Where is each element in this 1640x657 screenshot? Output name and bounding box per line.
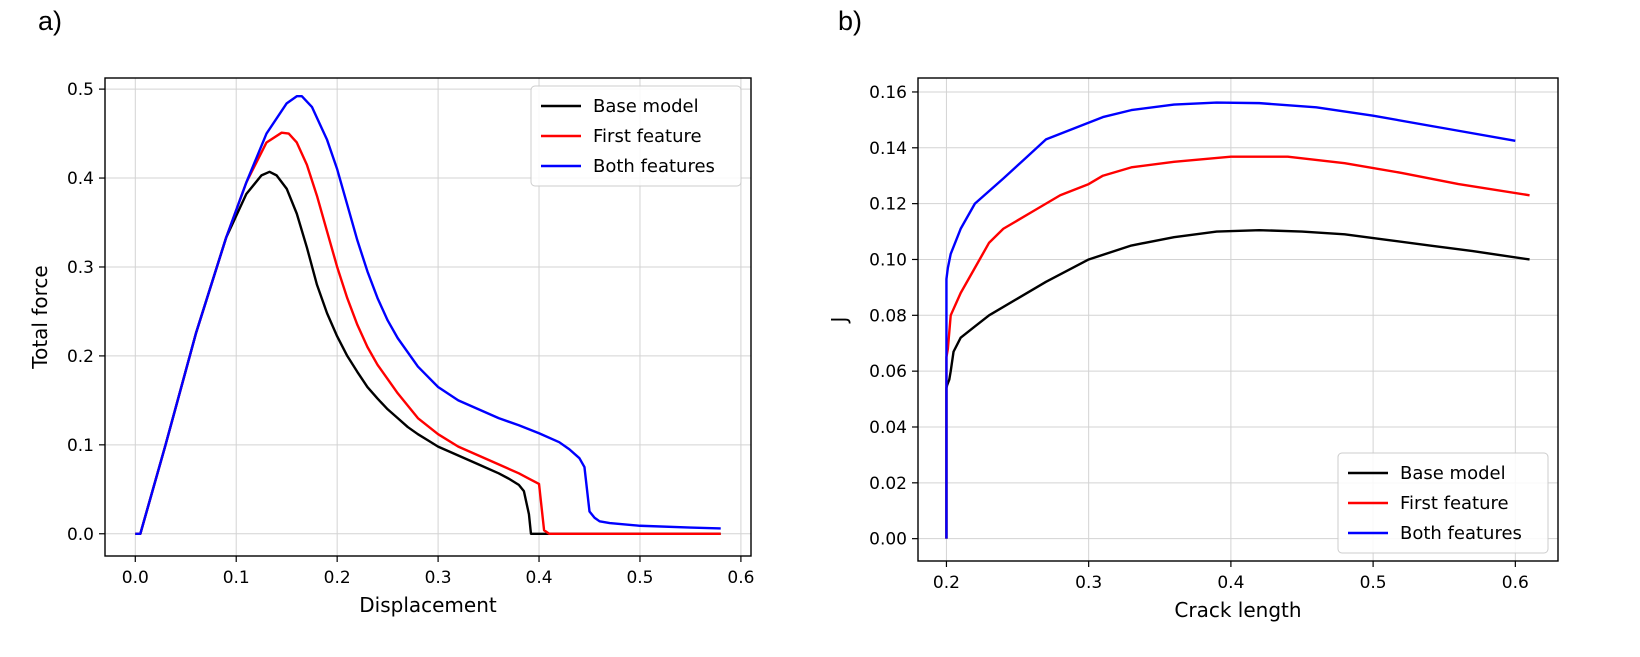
plot-a-ytick-label-3: 0.3 — [67, 258, 94, 278]
plot-a-ytick-label-2: 0.2 — [67, 347, 94, 367]
plot-a-legend-box — [530, 85, 742, 187]
plot-b-frame — [917, 77, 1559, 562]
plot-b-series-0 — [945, 228, 1530, 539]
plot-b-ylabel: J — [827, 317, 851, 325]
plot-a-xtick-label-4: 0.4 — [526, 568, 553, 588]
plot-a: 0.0 0.1 0.2 0.3 0.4 0.5 0.6 0.0 0.1 0.2 0.3 0.4 0.5 D… — [28, 77, 754, 617]
plot-a-xtick-label-2: 0.2 — [324, 568, 351, 588]
plot-a-legend-label-0: Base model — [593, 96, 699, 117]
plot-b: 0.2 0.3 0.4 0.5 0.6 0.00 0.02 0.04 0.06 0.08 0.10 0… — [827, 77, 1559, 622]
plot-b-xtick-label-4: 0.6 — [1502, 573, 1529, 593]
plot-a-series-1 — [135, 131, 721, 535]
plot-b-legend-box — [1337, 452, 1549, 554]
plot-a-ytick-label-5: 0.5 — [67, 80, 94, 100]
plot-b-ytick-label-2: 0.04 — [869, 418, 907, 438]
plot-b-ytick-label-7: 0.14 — [869, 139, 907, 159]
plot-a-xlabel: Displacement — [359, 593, 497, 617]
plot-b-ytick-label-1: 0.02 — [869, 474, 907, 494]
plot-a-series-0 — [135, 170, 721, 535]
plot-b-xtick-label-2: 0.4 — [1217, 573, 1244, 593]
plot-a-xtick-label-1: 0.1 — [223, 568, 250, 588]
plot-a-legend-label-1: First feature — [593, 126, 702, 147]
plot-b-series-2 — [945, 101, 1516, 539]
plot-b-legend-label-0: Base model — [1400, 463, 1506, 484]
plot-b-ytick-label-5: 0.10 — [869, 250, 907, 270]
plot-a-series-2 — [135, 95, 721, 535]
plot-b-legend-label-2: Both features — [1400, 523, 1522, 544]
plot-b-xtick-label-3: 0.5 — [1360, 573, 1387, 593]
plot-a-frame — [104, 77, 752, 557]
plot-a-legend-label-2: Both features — [593, 156, 715, 177]
plot-a-ytick-label-4: 0.4 — [67, 169, 94, 189]
plot-b-legend-label-1: First feature — [1400, 493, 1509, 514]
plot-a-xtick-label-5: 0.5 — [626, 568, 653, 588]
plot-b-xtick-label-1: 0.3 — [1075, 573, 1102, 593]
plot-a-ylabel: Total force — [28, 265, 52, 369]
plot-a-xtick-label-0: 0.0 — [122, 568, 149, 588]
plot-b-ytick-label-8: 0.16 — [869, 83, 907, 103]
plot-b-series-1 — [945, 155, 1530, 539]
panel-b-label: b) — [838, 6, 862, 36]
plot-a-xtick-label-6: 0.6 — [727, 568, 754, 588]
plot-a-ytick-label-0: 0.0 — [67, 525, 94, 545]
plot-b-ytick-label-3: 0.06 — [869, 362, 907, 382]
plot-b-xtick-label-0: 0.2 — [933, 573, 960, 593]
plot-b-ytick-label-6: 0.12 — [869, 195, 907, 215]
plot-b-xlabel: Crack length — [1174, 598, 1301, 622]
plot-a-ytick-label-1: 0.1 — [67, 436, 94, 456]
plot-b-ytick-label-0: 0.00 — [869, 530, 907, 550]
plot-b-ytick-label-4: 0.08 — [869, 306, 907, 326]
panel-a-label: a) — [38, 6, 62, 36]
plot-a-xtick-label-3: 0.3 — [425, 568, 452, 588]
